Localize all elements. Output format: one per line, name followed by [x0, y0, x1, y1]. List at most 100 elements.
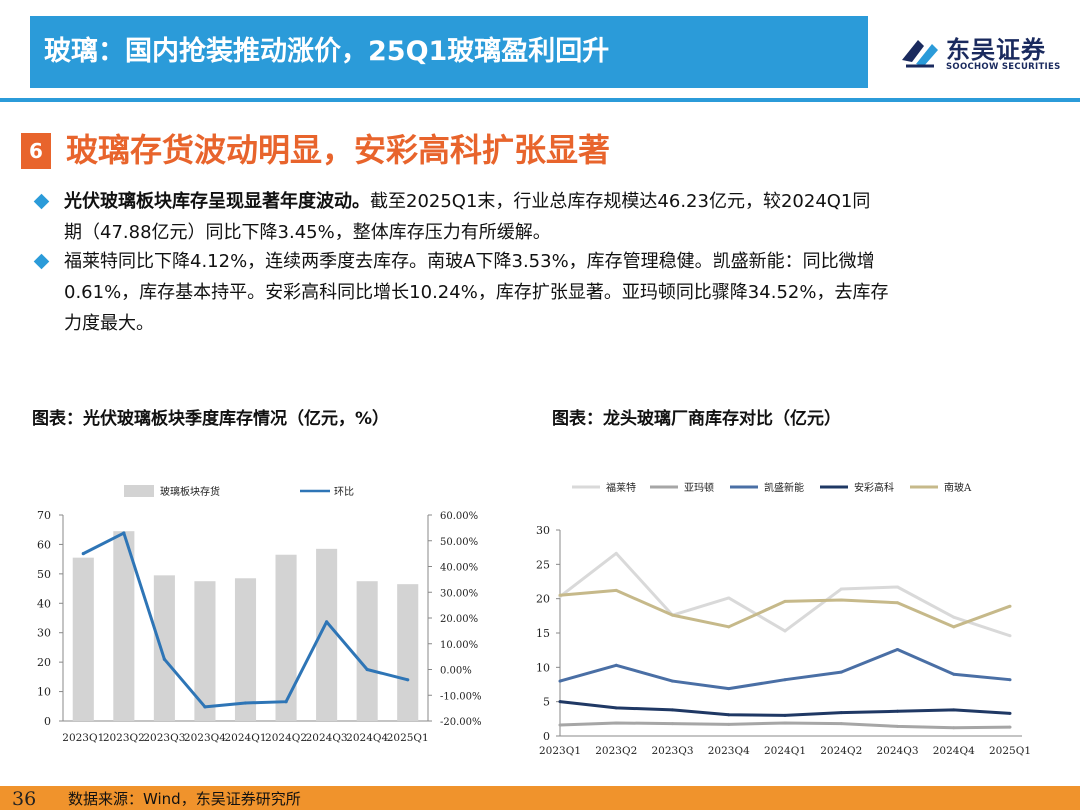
point-凯盛新能-2025Q1 — [1008, 678, 1012, 682]
point-亚玛顿-2024Q3 — [896, 724, 899, 728]
legend-label-亚玛顿: 亚玛顿 — [684, 481, 714, 494]
left-y-tick-label: 30 — [37, 627, 51, 640]
point-安彩高科-2023Q4 — [727, 713, 731, 717]
x-tick-label: 2025Q1 — [387, 732, 429, 744]
data-source: 数据来源：Wind，东吴证券研究所 — [68, 790, 301, 808]
series-line-凯盛新能 — [559, 647, 1011, 691]
bar-2024Q1 — [234, 578, 257, 721]
point-亚玛顿-2023Q4 — [727, 722, 731, 726]
right-y-tick-label: 10.00% — [440, 640, 478, 651]
title-bar: 玻璃：国内抢装推动涨价，25Q1玻璃盈利回升 — [30, 16, 868, 88]
point-南玻A-2024Q2 — [839, 598, 843, 602]
qoq-point-2024Q1 — [243, 701, 248, 705]
point-福莱特-2023Q4 — [727, 596, 731, 600]
point-福莱特-2023Q2 — [614, 551, 618, 555]
y-tick-label: 10 — [536, 661, 550, 674]
bar-2025Q1 — [397, 584, 419, 721]
diamond-bullet-icon — [33, 253, 50, 270]
x-tick-label: 2024Q4 — [346, 732, 388, 744]
point-南玻A-2024Q1 — [783, 599, 787, 603]
right-y-tick-label: 30.00% — [440, 588, 478, 599]
right-y-tick-label: 50.00% — [440, 537, 478, 548]
right-y-tick-label: 40.00% — [440, 563, 478, 574]
point-福莱特-2025Q1 — [1008, 634, 1012, 638]
soochow-logo-icon — [898, 32, 942, 72]
y-tick-label: 25 — [536, 558, 550, 571]
right-chart-title: 图表：龙头玻璃厂商库存对比（亿元） — [552, 409, 841, 429]
point-安彩高科-2024Q3 — [896, 709, 899, 713]
point-南玻A-2023Q2 — [614, 588, 618, 592]
bar-2023Q3 — [153, 575, 175, 721]
qoq-point-2023Q4 — [203, 705, 207, 709]
x-tick-label: 2023Q2 — [103, 732, 145, 744]
x-tick-label: 2023Q1 — [539, 745, 581, 757]
logo-text-cn: 东吴证券 — [946, 36, 1046, 64]
bar-2024Q2 — [275, 554, 297, 721]
legend-label-bars: 玻璃板块存货 — [160, 485, 220, 498]
point-亚玛顿-2024Q4 — [952, 726, 956, 730]
point-凯盛新能-2023Q3 — [671, 679, 674, 683]
maker-inventory-line-chart: 福莱特 亚玛顿 凯盛新能 安彩高科 南玻A 0 5 10 15 20 25 30 2023Q1 2023Q… — [536, 481, 1031, 757]
logo-text-en: SOOCHOW SECURITIES — [946, 62, 1061, 72]
point-安彩高科-2023Q1 — [558, 700, 562, 704]
legend-label-南玻A: 南玻A — [944, 481, 972, 494]
series-line-南玻A — [559, 588, 1011, 629]
left-y-tick-label: 0 — [44, 715, 51, 728]
section-number: 6 — [21, 133, 51, 169]
inventory-bar-line-chart: 玻璃板块存货 环比 0 10 20 30 40 50 60 70 -20.00% -10.00% 0.0… — [37, 485, 482, 744]
qoq-point-2023Q1 — [81, 552, 85, 556]
left-y-tick-label: 20 — [37, 656, 51, 669]
left-y-tick-label: 10 — [37, 686, 51, 699]
right-y-tick-label: 20.00% — [440, 614, 478, 625]
x-tick-label: 2023Q2 — [595, 745, 637, 757]
point-南玻A-2024Q4 — [952, 625, 956, 629]
y-tick-label: 15 — [536, 627, 550, 640]
bullet-2-line1: 福莱特同比下降4.12%，连续两季度去库存。南玻A下降3.53%，库存管理稳健。… — [64, 251, 875, 272]
bullet-2-line2: 0.61%，库存基本持平。安彩高科同比增长10.24%，库存扩张显著。亚玛顿同比… — [64, 282, 889, 303]
y-tick-label: 20 — [536, 593, 550, 606]
point-亚玛顿-2024Q2 — [839, 722, 843, 726]
point-安彩高科-2023Q2 — [614, 706, 618, 710]
point-安彩高科-2024Q1 — [783, 713, 787, 717]
bar-2024Q3 — [316, 548, 338, 721]
x-tick-label: 2024Q3 — [306, 732, 348, 744]
x-tick-label: 2023Q3 — [651, 745, 693, 757]
left-y-tick-label: 70 — [37, 509, 51, 522]
right-y-tick-label: -20.00% — [440, 717, 482, 728]
point-安彩高科-2023Q3 — [671, 708, 674, 712]
legend-label-安彩高科: 安彩高科 — [854, 481, 894, 494]
bullet-2-line3: 力度最大。 — [64, 313, 154, 334]
point-南玻A-2023Q3 — [671, 613, 674, 617]
bullet-2-text: 福莱特同比下降4.12%，连续两季度去库存。南玻A下降3.53%，库存管理稳健。… — [64, 246, 1036, 339]
page-number: 36 — [12, 788, 37, 810]
bar-2024Q4 — [356, 581, 378, 721]
qoq-point-2025Q1 — [406, 678, 410, 682]
point-亚玛顿-2024Q1 — [783, 721, 787, 725]
point-南玻A-2025Q1 — [1008, 604, 1012, 608]
y-tick-label: 30 — [536, 524, 550, 537]
header-rule — [0, 98, 1080, 102]
point-凯盛新能-2024Q2 — [839, 670, 843, 674]
right-y-tick-label: 60.00% — [440, 511, 478, 522]
x-tick-label: 2024Q2 — [265, 732, 307, 744]
right-y-tick-label: 0.00% — [440, 666, 472, 677]
x-tick-label: 2024Q1 — [224, 732, 266, 744]
diamond-bullet-icon — [33, 193, 50, 210]
qoq-point-2024Q4 — [365, 667, 369, 672]
x-tick-label: 2023Q1 — [62, 732, 104, 744]
bullet-1-text: 光伏玻璃板块库存呈现显著年度波动。截至2025Q1末，行业总库存规模达46.23… — [64, 186, 1036, 248]
point-安彩高科-2024Q4 — [952, 708, 956, 712]
left-y-tick-label: 60 — [37, 538, 51, 551]
bullet-1: 光伏玻璃板块库存呈现显著年度波动。截至2025Q1末，行业总库存规模达46.23… — [33, 186, 1036, 248]
legend-label-line: 环比 — [334, 486, 354, 498]
point-安彩高科-2025Q1 — [1008, 711, 1012, 715]
bar-2023Q4 — [194, 581, 216, 721]
bullet-2: 福莱特同比下降4.12%，连续两季度去库存。南玻A下降3.53%，库存管理稳健。… — [33, 246, 1036, 339]
y-tick-label: 0 — [543, 730, 550, 743]
qoq-point-2024Q2 — [284, 700, 288, 704]
point-凯盛新能-2024Q4 — [952, 672, 956, 676]
section-title: 玻璃存货波动明显，安彩高科扩张显著 — [66, 131, 611, 169]
point-凯盛新能-2024Q3 — [896, 647, 899, 651]
bullet-1-line1: 截至2025Q1末，行业总库存规模达46.23亿元，较2024Q1同 — [370, 191, 871, 212]
point-凯盛新能-2023Q2 — [614, 663, 618, 667]
